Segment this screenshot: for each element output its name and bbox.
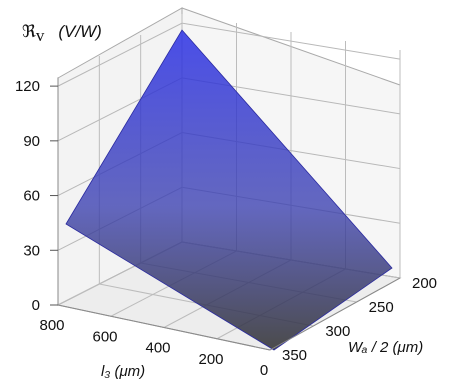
x-tick-label: 400 xyxy=(145,340,170,357)
y-tick-label: 300 xyxy=(325,323,350,340)
y-tick-labels: 200 250 300 350 xyxy=(282,275,437,364)
front-edge-x xyxy=(57,304,271,351)
z-axis-label: ℜv (V/W) xyxy=(22,22,102,45)
z-axis-unit: (V/W) xyxy=(58,22,101,41)
y-tick-label: 350 xyxy=(282,347,307,364)
x-tick-label: 0 xyxy=(260,362,268,379)
y-tick-label: 200 xyxy=(412,275,437,292)
z-axis-symbol: ℜ xyxy=(22,22,36,41)
z-axis-subscript: v xyxy=(36,26,45,45)
x-axis-label: l₃ (μm) xyxy=(101,363,145,380)
z-tick-label: 120 xyxy=(15,78,40,95)
surface xyxy=(65,29,393,351)
x-tick-labels: 800 600 400 200 0 xyxy=(39,317,268,379)
z-tick-label: 0 xyxy=(32,297,40,314)
z-tick-labels: 0 30 60 90 120 xyxy=(15,78,58,314)
z-tick-label: 30 xyxy=(23,242,40,259)
front-edge-y xyxy=(269,277,401,351)
x-tick-label: 600 xyxy=(92,328,117,345)
y-axis-label: Wₐ / 2 (μm) xyxy=(348,339,423,356)
z-tick-label: 90 xyxy=(23,133,40,150)
y-tick-label: 250 xyxy=(369,299,394,316)
z-tick-label: 60 xyxy=(23,188,40,205)
x-tick-label: 200 xyxy=(198,351,223,368)
x-tick-label: 800 xyxy=(39,317,64,334)
